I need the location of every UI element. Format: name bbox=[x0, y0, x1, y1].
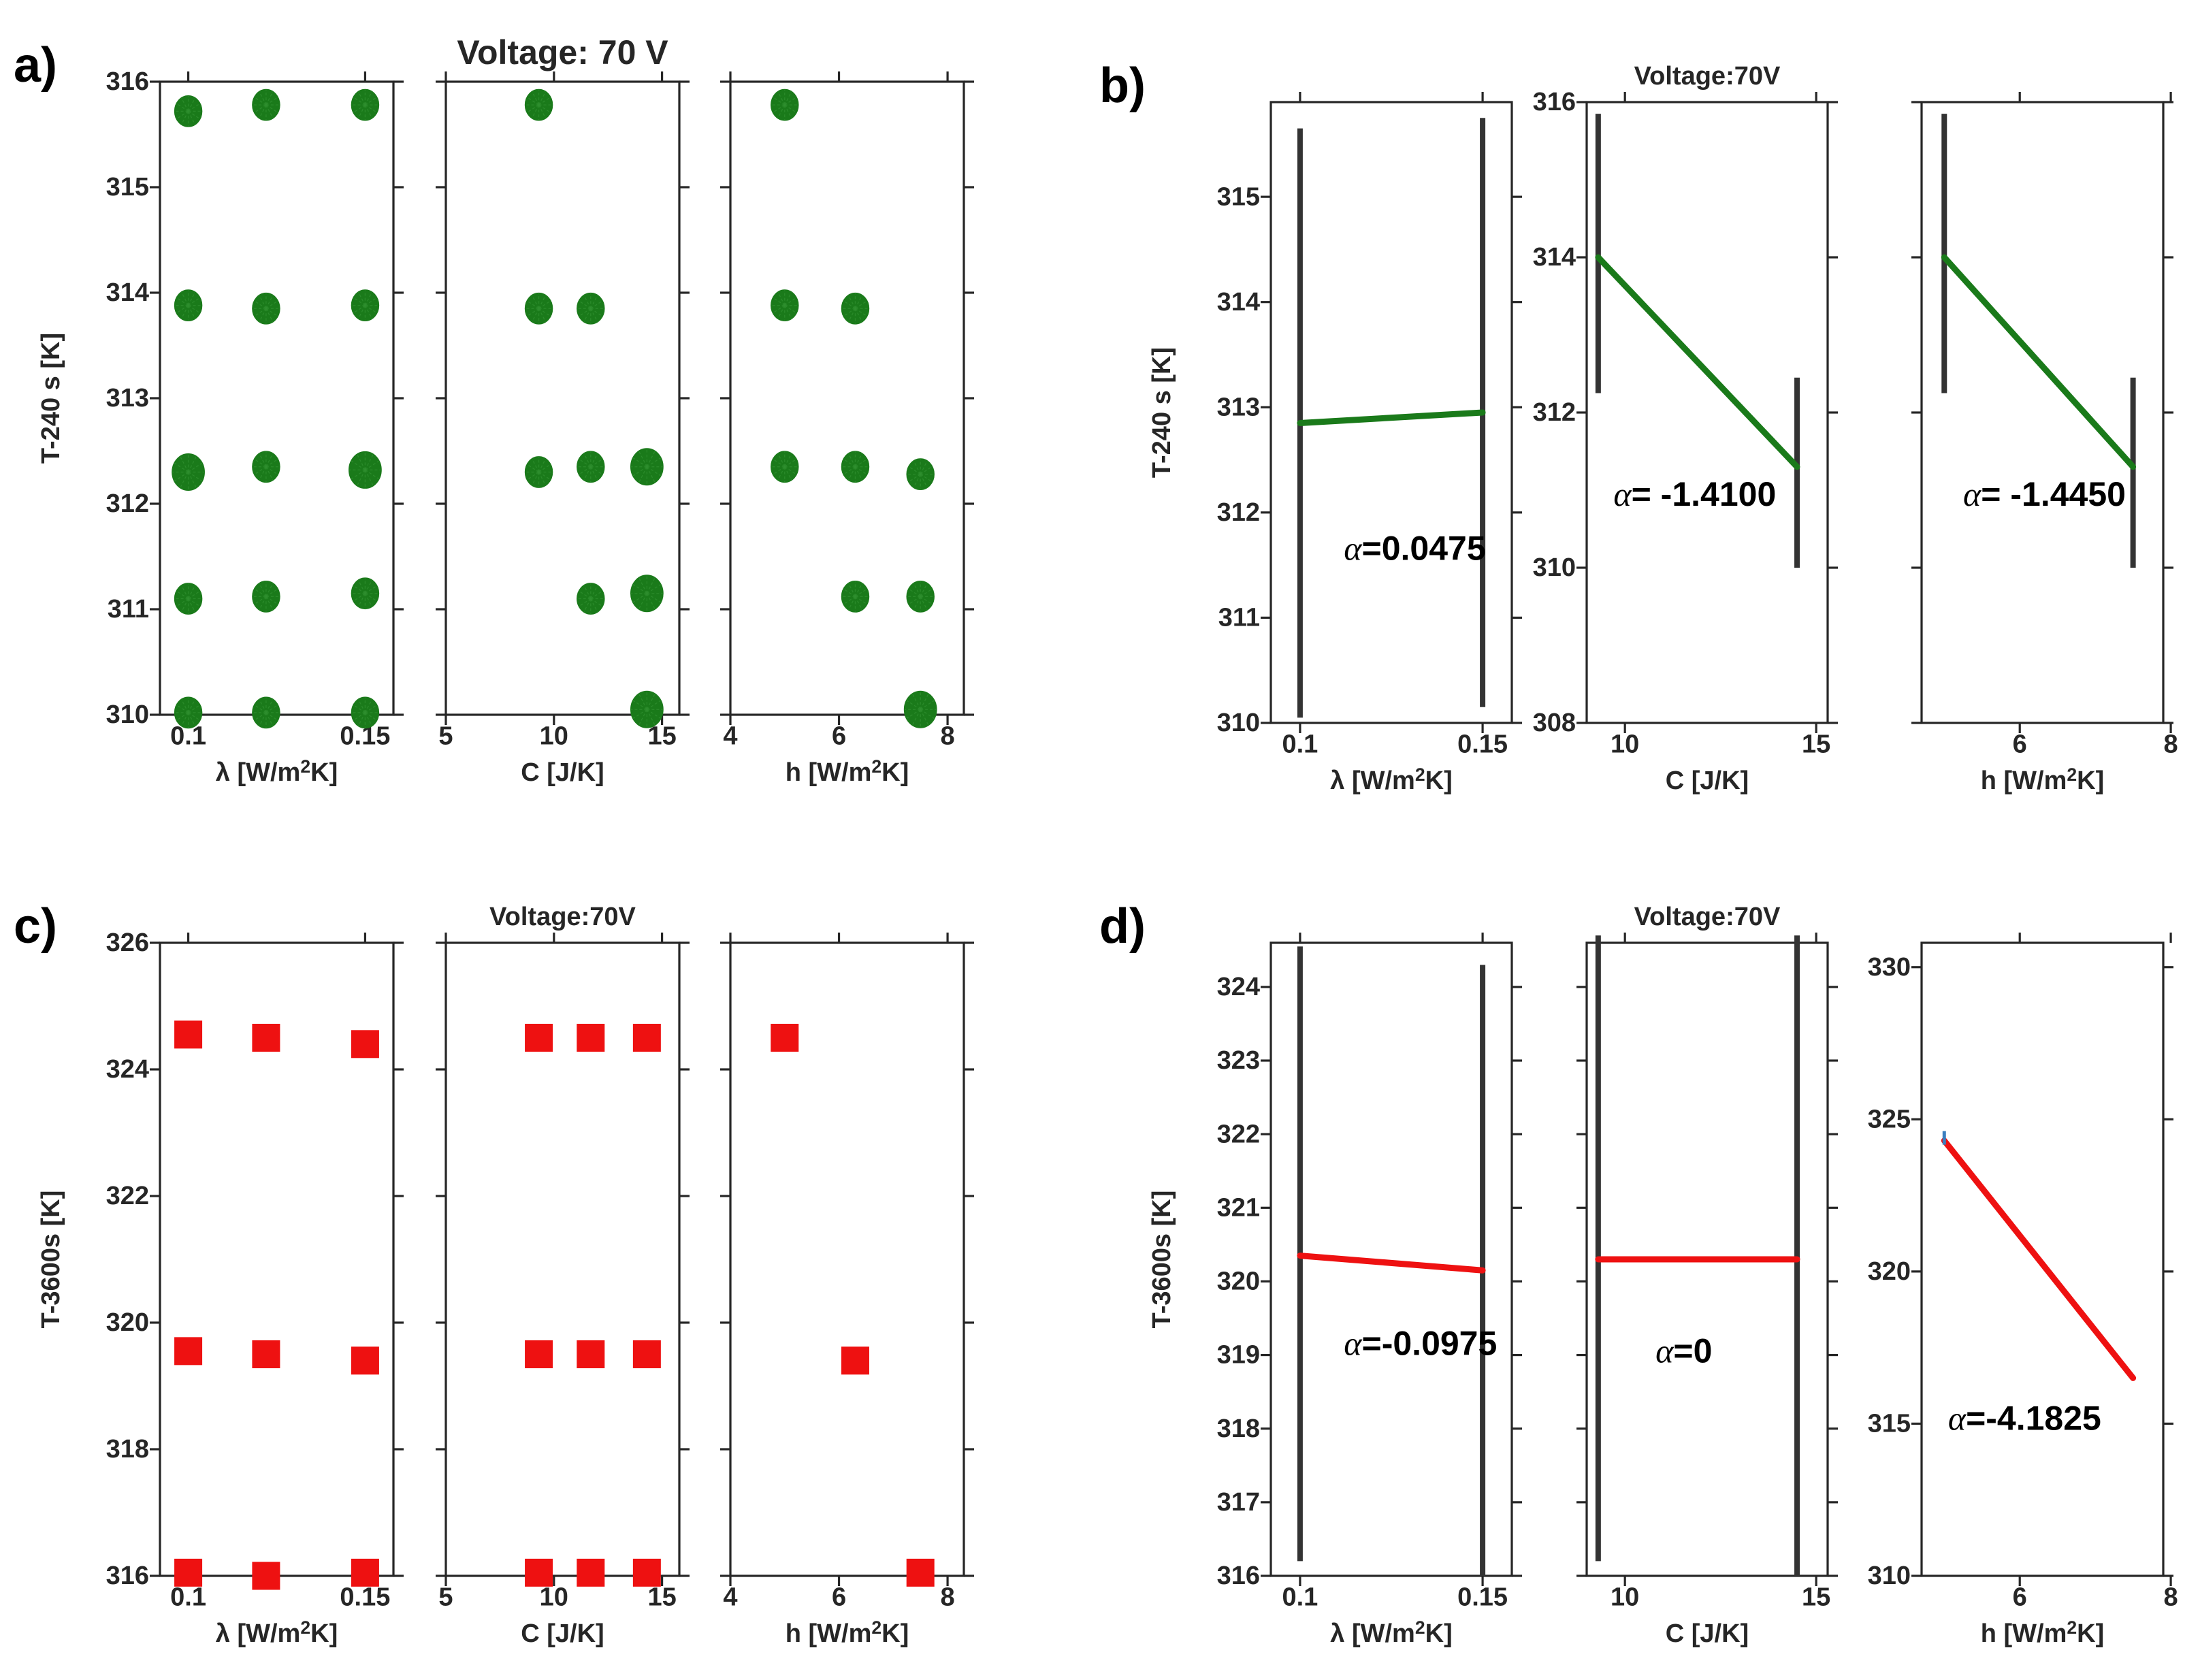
svg-text:320: 320 bbox=[106, 1308, 149, 1337]
svg-text:C [J/K]: C [J/K] bbox=[521, 758, 604, 787]
svg-text:8: 8 bbox=[2164, 730, 2178, 759]
svg-text:h [W/m2K]: h [W/m2K] bbox=[1981, 1617, 2105, 1648]
svg-text:λ [W/m2K]: λ [W/m2K] bbox=[216, 1617, 338, 1648]
svg-text:312: 312 bbox=[1217, 498, 1260, 527]
svg-text:10: 10 bbox=[1611, 730, 1639, 759]
svg-text:310: 310 bbox=[1533, 553, 1576, 582]
svg-text:314: 314 bbox=[1533, 243, 1576, 272]
svg-text:5: 5 bbox=[438, 1583, 453, 1612]
svg-text:319: 319 bbox=[1217, 1341, 1260, 1370]
svg-text:314: 314 bbox=[1217, 288, 1260, 317]
svg-text:311: 311 bbox=[108, 595, 149, 624]
svg-text:312: 312 bbox=[1533, 398, 1576, 427]
svg-text:4: 4 bbox=[723, 722, 737, 751]
svg-text:T-240 s [K]: T-240 s [K] bbox=[37, 333, 65, 464]
svg-text:α= -1.4100: α= -1.4100 bbox=[1613, 475, 1776, 513]
svg-text:318: 318 bbox=[1217, 1415, 1260, 1443]
svg-text:330: 330 bbox=[1868, 953, 1911, 982]
svg-text:324: 324 bbox=[1217, 973, 1260, 1001]
svg-text:α=-0.0975: α=-0.0975 bbox=[1344, 1325, 1497, 1363]
svg-text:λ [W/m2K]: λ [W/m2K] bbox=[1330, 1617, 1452, 1648]
svg-text:316: 316 bbox=[1533, 88, 1576, 116]
svg-text:326: 326 bbox=[106, 928, 149, 957]
svg-text:15: 15 bbox=[1802, 730, 1830, 759]
svg-text:320: 320 bbox=[1217, 1267, 1260, 1296]
svg-text:10: 10 bbox=[1611, 1583, 1639, 1612]
svg-text:4: 4 bbox=[723, 1583, 737, 1612]
svg-text:Voltage:70V: Voltage:70V bbox=[1634, 62, 1781, 91]
svg-text:10: 10 bbox=[540, 722, 568, 751]
svg-text:C [J/K]: C [J/K] bbox=[1666, 766, 1749, 795]
svg-text:10: 10 bbox=[540, 1583, 568, 1612]
svg-text:322: 322 bbox=[106, 1182, 149, 1210]
svg-text:Voltage:70V: Voltage:70V bbox=[1634, 903, 1781, 931]
svg-text:15: 15 bbox=[1802, 1583, 1830, 1612]
svg-text:T-240 s [K]: T-240 s [K] bbox=[1148, 347, 1176, 478]
svg-text:310: 310 bbox=[1868, 1562, 1911, 1590]
svg-text:318: 318 bbox=[106, 1435, 149, 1464]
svg-text:0.1: 0.1 bbox=[170, 1583, 206, 1612]
svg-text:15: 15 bbox=[647, 1583, 676, 1612]
svg-text:C [J/K]: C [J/K] bbox=[1666, 1619, 1749, 1648]
svg-text:312: 312 bbox=[106, 489, 149, 518]
svg-text:α=0.0475: α=0.0475 bbox=[1344, 529, 1485, 567]
svg-text:α=-4.1825: α=-4.1825 bbox=[1948, 1399, 2101, 1437]
svg-text:T-3600s [K]: T-3600s [K] bbox=[37, 1191, 65, 1329]
svg-text:6: 6 bbox=[832, 1583, 846, 1612]
svg-text:h [W/m2K]: h [W/m2K] bbox=[786, 1617, 909, 1648]
svg-text:316: 316 bbox=[1217, 1562, 1260, 1590]
svg-text:6: 6 bbox=[2013, 1583, 2027, 1612]
svg-text:315: 315 bbox=[1868, 1410, 1911, 1438]
svg-text:0.15: 0.15 bbox=[1457, 730, 1508, 759]
svg-text:317: 317 bbox=[1217, 1488, 1260, 1517]
svg-text:0.1: 0.1 bbox=[1282, 1583, 1318, 1612]
svg-text:316: 316 bbox=[106, 1562, 149, 1590]
svg-text:315: 315 bbox=[106, 173, 149, 201]
svg-text:c): c) bbox=[14, 899, 57, 954]
svg-text:315: 315 bbox=[1217, 182, 1260, 211]
svg-text:6: 6 bbox=[832, 722, 846, 751]
svg-text:λ [W/m2K]: λ [W/m2K] bbox=[216, 756, 338, 787]
svg-text:308: 308 bbox=[1533, 709, 1576, 737]
svg-text:322: 322 bbox=[1217, 1120, 1260, 1148]
svg-text:λ [W/m2K]: λ [W/m2K] bbox=[1330, 764, 1452, 795]
svg-text:310: 310 bbox=[106, 700, 149, 729]
svg-text:Voltage:70V: Voltage:70V bbox=[489, 903, 636, 931]
svg-text:313: 313 bbox=[106, 384, 149, 413]
svg-text:313: 313 bbox=[1217, 393, 1260, 421]
svg-text:a): a) bbox=[14, 38, 57, 93]
svg-text:d): d) bbox=[1099, 899, 1146, 954]
svg-text:325: 325 bbox=[1868, 1105, 1911, 1133]
svg-text:b): b) bbox=[1099, 59, 1146, 113]
svg-text:α=0: α=0 bbox=[1655, 1331, 1712, 1370]
svg-text:α= -1.4450: α= -1.4450 bbox=[1963, 475, 2126, 513]
svg-text:h [W/m2K]: h [W/m2K] bbox=[786, 756, 909, 787]
svg-text:316: 316 bbox=[106, 67, 149, 96]
svg-text:8: 8 bbox=[2164, 1583, 2178, 1612]
svg-text:h [W/m2K]: h [W/m2K] bbox=[1981, 764, 2105, 795]
svg-text:321: 321 bbox=[1217, 1193, 1260, 1222]
svg-text:323: 323 bbox=[1217, 1046, 1260, 1075]
svg-text:8: 8 bbox=[940, 1583, 954, 1612]
svg-text:310: 310 bbox=[1217, 709, 1260, 737]
svg-text:8: 8 bbox=[940, 722, 954, 751]
svg-text:C [J/K]: C [J/K] bbox=[521, 1619, 604, 1648]
svg-text:5: 5 bbox=[438, 722, 453, 751]
svg-text:0.15: 0.15 bbox=[340, 1583, 390, 1612]
svg-text:314: 314 bbox=[106, 278, 149, 307]
svg-text:311: 311 bbox=[1218, 604, 1260, 632]
svg-text:0.1: 0.1 bbox=[1282, 730, 1318, 759]
svg-text:324: 324 bbox=[106, 1055, 149, 1084]
svg-text:T-3600s [K]: T-3600s [K] bbox=[1148, 1191, 1176, 1329]
svg-text:Voltage: 70 V: Voltage: 70 V bbox=[457, 33, 668, 71]
svg-text:6: 6 bbox=[2013, 730, 2027, 759]
svg-text:0.15: 0.15 bbox=[1457, 1583, 1508, 1612]
svg-text:320: 320 bbox=[1868, 1257, 1911, 1286]
